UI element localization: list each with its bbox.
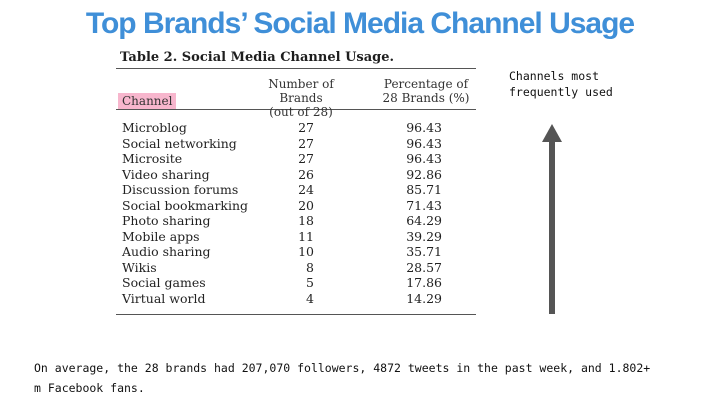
table-row: Audio sharing 10 35.71 [116, 244, 476, 260]
header-percent-line2: 28 Brands (%) [382, 91, 470, 105]
cell-percent: 28.57 [406, 259, 442, 275]
cell-count: 27 [298, 151, 314, 166]
cell-channel: Video sharing [122, 166, 210, 182]
cell-channel: Social bookmarking [122, 197, 249, 213]
up-arrow-icon [542, 124, 562, 314]
footer-note: On average, the 28 brands had 207,070 fo… [34, 361, 651, 395]
header-count-line1: Number of Brands [268, 77, 334, 105]
cell-channel: Photo sharing [122, 213, 211, 228]
cell-percent: 64.29 [406, 213, 442, 228]
table-row: Photo sharing 18 64.29 [116, 213, 476, 229]
cell-count: 27 [298, 120, 314, 135]
table-row: Microsite 27 96.43 [116, 151, 476, 167]
header-percent-line1: Percentage of [383, 77, 469, 91]
side-note: Channels most frequently used [509, 69, 613, 99]
table-row: Social bookmarking 20 71.43 [116, 198, 476, 214]
cell-percent: 35.71 [406, 244, 442, 259]
cell-percent: 96.43 [406, 135, 442, 151]
cell-channel: Social games [122, 275, 206, 290]
cell-channel: Microblog [122, 120, 187, 135]
table-row: Mobile apps 11 39.29 [116, 229, 476, 245]
table-caption: Table 2. Social Media Channel Usage. [120, 50, 395, 65]
cell-percent: 96.43 [406, 120, 442, 135]
cell-channel: Discussion forums [122, 182, 239, 197]
cell-count: 26 [298, 166, 314, 182]
cell-percent: 71.43 [406, 197, 442, 213]
cell-count: 10 [298, 244, 314, 259]
cell-count: 27 [298, 135, 314, 151]
cell-percent: 17.86 [406, 275, 442, 290]
cell-percent: 39.29 [406, 228, 442, 244]
cell-count: 4 [306, 290, 314, 306]
header-percent: Percentage of 28 Brands (%) [378, 77, 474, 105]
cell-channel: Microsite [122, 151, 183, 166]
table-row: Virtual world 4 14.29 [116, 291, 476, 307]
cell-count: 20 [298, 197, 314, 213]
cell-channel: Social networking [122, 135, 237, 151]
header-channel: Channel [118, 93, 177, 109]
cell-percent: 85.71 [406, 182, 442, 197]
cell-percent: 14.29 [406, 290, 442, 306]
table-row: Social games 5 17.86 [116, 275, 476, 291]
table-header-rule [116, 109, 476, 110]
cell-count: 8 [306, 259, 314, 275]
table-top-rule [116, 68, 476, 69]
table-header: Number of Brands (out of 28) Percentage … [116, 69, 476, 119]
table-body: Microblog 27 96.43 Social networking 27 96.43… [116, 110, 476, 314]
cell-percent: 96.43 [406, 151, 442, 166]
header-count: Number of Brands (out of 28) [246, 77, 356, 119]
cell-channel: Mobile apps [122, 228, 200, 244]
cell-count: 24 [298, 182, 314, 197]
cell-count: 18 [298, 213, 314, 228]
cell-channel: Wikis [122, 259, 157, 275]
table-row: Wikis 8 28.57 [116, 260, 476, 276]
slide-title: Top Brands’ Social Media Channel Usage [85, 7, 635, 40]
cell-count: 5 [306, 275, 314, 290]
table-row: Discussion forums 24 85.71 [116, 182, 476, 198]
data-table: Table 2. Social Media Channel Usage. Num… [116, 48, 476, 315]
table-row: Video sharing 26 92.86 [116, 167, 476, 183]
table-row: Social networking 27 96.43 [116, 136, 476, 152]
header-count-line2: (out of 28) [269, 105, 333, 119]
table-row: Microblog 27 96.43 [116, 120, 476, 136]
cell-channel: Virtual world [122, 290, 206, 306]
cell-channel: Audio sharing [122, 244, 211, 259]
cell-percent: 92.86 [406, 166, 442, 182]
table-bottom-rule [116, 314, 476, 315]
cell-count: 11 [298, 228, 314, 244]
